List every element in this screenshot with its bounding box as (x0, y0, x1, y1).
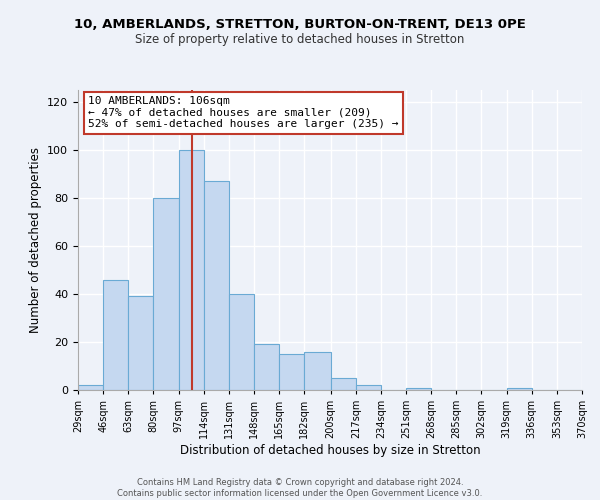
Bar (203, 181, 229, 390)
Bar (406, 388, 431, 390)
Bar (103, 280, 128, 390)
Text: 10 AMBERLANDS: 106sqm
← 47% of detached houses are smaller (209)
52% of semi-det: 10 AMBERLANDS: 106sqm ← 47% of detached … (88, 96, 398, 129)
Text: Size of property relative to detached houses in Stretton: Size of property relative to detached ho… (136, 32, 464, 46)
Text: 10, AMBERLANDS, STRETTON, BURTON-ON-TRENT, DE13 0PE: 10, AMBERLANDS, STRETTON, BURTON-ON-TREN… (74, 18, 526, 30)
Bar (304, 352, 331, 390)
Bar (356, 385, 381, 390)
Bar (128, 296, 154, 390)
Y-axis label: Number of detached properties: Number of detached properties (29, 147, 41, 333)
X-axis label: Distribution of detached houses by size in Stretton: Distribution of detached houses by size … (179, 444, 481, 457)
Bar (279, 354, 304, 390)
Bar (78, 385, 103, 390)
Bar (331, 378, 356, 390)
Bar (179, 150, 203, 390)
Bar (254, 344, 279, 390)
Bar (229, 294, 254, 390)
Text: Contains HM Land Registry data © Crown copyright and database right 2024.
Contai: Contains HM Land Registry data © Crown c… (118, 478, 482, 498)
Bar (154, 198, 179, 390)
Bar (506, 388, 532, 390)
